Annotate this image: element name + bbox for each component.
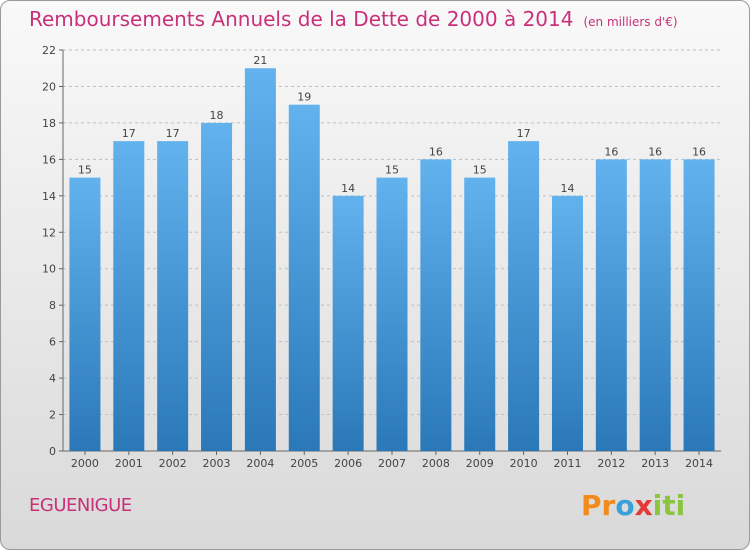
- x-tick-label: 2008: [422, 457, 450, 470]
- y-tick-label: 4: [49, 372, 56, 385]
- data-label: 19: [297, 91, 311, 104]
- bar: [464, 177, 496, 451]
- data-label: 18: [210, 109, 224, 122]
- y-tick-label: 6: [49, 336, 56, 349]
- x-tick-label: 2013: [641, 457, 669, 470]
- bar: [201, 122, 233, 451]
- y-tick-label: 8: [49, 299, 56, 312]
- x-tick-label: 2014: [685, 457, 713, 470]
- chart-subtitle: (en milliers d'€): [583, 15, 678, 29]
- logo-letters-1: Pr: [581, 489, 616, 522]
- x-tick-label: 2007: [378, 457, 406, 470]
- data-label: 16: [604, 145, 618, 158]
- x-tick-label: 2012: [597, 457, 625, 470]
- data-label: 14: [341, 182, 355, 195]
- data-label: 15: [78, 164, 92, 177]
- data-label: 17: [166, 127, 180, 140]
- bar: [332, 195, 364, 451]
- bar: [376, 177, 408, 451]
- bar: [551, 195, 583, 451]
- bar: [639, 159, 671, 451]
- bar: [420, 159, 452, 451]
- chart-title: Remboursements Annuels de la Dette de 20…: [29, 7, 574, 31]
- data-label: 16: [692, 145, 706, 158]
- y-tick-label: 22: [42, 44, 56, 57]
- logo-letters-3: x: [634, 489, 653, 522]
- y-tick-label: 12: [42, 226, 56, 239]
- y-tick-label: 14: [42, 190, 56, 203]
- y-tick-label: 2: [49, 409, 56, 422]
- data-label: 17: [517, 127, 531, 140]
- y-tick-label: 18: [42, 117, 56, 130]
- x-tick-label: 2000: [71, 457, 99, 470]
- x-tick-label: 2009: [466, 457, 494, 470]
- x-tick-label: 2011: [553, 457, 581, 470]
- y-tick-label: 20: [42, 80, 56, 93]
- y-tick-label: 10: [42, 263, 56, 276]
- data-label: 21: [253, 54, 267, 67]
- proxiti-logo: Proxiti: [581, 489, 685, 522]
- bar: [288, 104, 320, 451]
- data-label: 16: [429, 145, 443, 158]
- x-tick-label: 2005: [290, 457, 318, 470]
- data-label: 15: [385, 164, 399, 177]
- y-tick-label: 16: [42, 153, 56, 166]
- bar: [113, 141, 145, 452]
- bar: [508, 141, 540, 452]
- x-tick-label: 2004: [246, 457, 274, 470]
- bar: [157, 141, 189, 452]
- x-tick-label: 2006: [334, 457, 362, 470]
- bar: [683, 159, 715, 451]
- bar: [69, 177, 101, 451]
- bar: [595, 159, 627, 451]
- data-label: 15: [473, 164, 487, 177]
- data-label: 16: [648, 145, 662, 158]
- commune-name: EGUENIGUE: [29, 495, 132, 516]
- bar: [244, 68, 276, 452]
- title-row: Remboursements Annuels de la Dette de 20…: [29, 7, 678, 31]
- logo-letters-4: iti: [652, 489, 686, 522]
- x-tick-label: 2010: [510, 457, 538, 470]
- y-tick-label: 0: [49, 445, 56, 458]
- logo-letters-2: o: [615, 489, 635, 522]
- x-tick-label: 2001: [115, 457, 143, 470]
- x-tick-label: 2002: [159, 457, 187, 470]
- data-label: 17: [122, 127, 136, 140]
- data-label: 14: [560, 182, 574, 195]
- x-tick-label: 2003: [203, 457, 231, 470]
